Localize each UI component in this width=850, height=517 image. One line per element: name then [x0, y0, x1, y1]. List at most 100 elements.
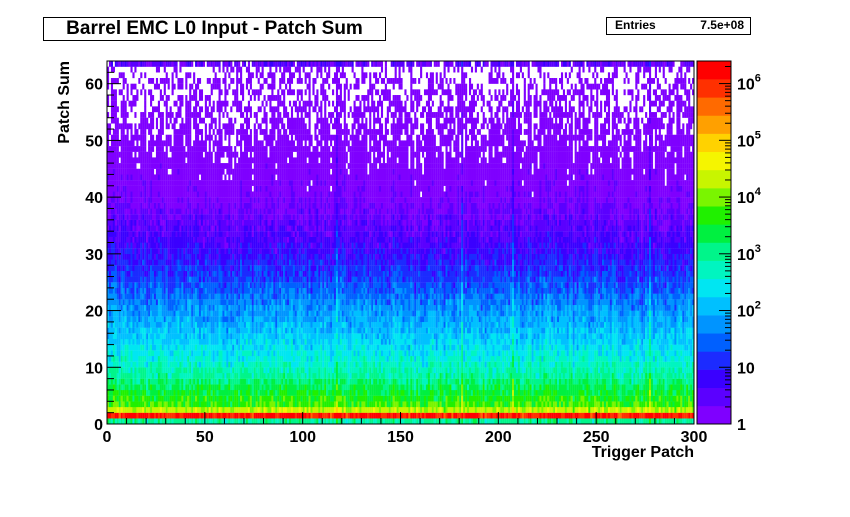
heatmap-cell — [124, 406, 127, 413]
heatmap-cell — [116, 406, 119, 413]
heatmap-cell — [206, 151, 209, 158]
heatmap-cell — [267, 248, 270, 254]
heatmap-cell — [195, 231, 198, 237]
heatmap-cell — [159, 299, 162, 306]
heatmap-cell — [269, 406, 272, 413]
heatmap-cell — [236, 106, 239, 113]
heatmap-cell — [234, 180, 237, 186]
heatmap-cell — [206, 321, 209, 328]
heatmap-cell — [163, 327, 166, 334]
heatmap-cell — [116, 78, 119, 84]
heatmap-cell — [224, 174, 227, 181]
heatmap-cell — [242, 225, 245, 232]
heatmap-cell — [267, 321, 270, 328]
heatmap-cell — [179, 95, 182, 101]
heatmap-cell — [144, 89, 147, 96]
heatmap-cell — [275, 253, 278, 260]
heatmap-cell — [197, 123, 200, 130]
heatmap-cell — [183, 61, 186, 67]
heatmap-cell — [171, 197, 174, 203]
heatmap-cell — [249, 361, 252, 368]
heatmap-cell — [245, 372, 249, 379]
heatmap-cell — [169, 304, 172, 311]
heatmap-cell — [114, 168, 117, 175]
heatmap-cell — [222, 270, 225, 277]
heatmap-cell — [175, 361, 178, 368]
heatmap-cell — [120, 418, 123, 425]
heatmap-cell — [118, 401, 121, 408]
heatmap-cell — [251, 202, 254, 209]
heatmap-cell — [177, 214, 180, 220]
heatmap-cell — [173, 316, 176, 323]
heatmap-cell — [116, 236, 119, 243]
heatmap-cell — [255, 219, 258, 226]
heatmap-cell — [148, 168, 151, 175]
heatmap-cell — [155, 310, 159, 317]
heatmap-cell — [159, 316, 162, 323]
heatmap-cell — [195, 236, 198, 243]
entries-value: 7.5e+08 — [700, 18, 744, 32]
heatmap-cell — [169, 372, 172, 379]
heatmap-cell — [269, 378, 272, 385]
heatmap-cell — [140, 333, 143, 340]
heatmap-cell — [277, 231, 280, 237]
heatmap-cell — [128, 140, 131, 147]
heatmap-cell — [243, 304, 247, 311]
heatmap-cell — [245, 197, 249, 203]
heatmap-cell — [116, 151, 119, 158]
heatmap-cell — [165, 112, 168, 118]
heatmap-cell — [138, 412, 141, 419]
heatmap-cell — [148, 89, 151, 96]
heatmap-cell — [181, 146, 184, 152]
heatmap-cell — [144, 242, 147, 249]
heatmap-cell — [238, 236, 241, 243]
heatmap-cell — [238, 106, 241, 113]
heatmap-cell — [232, 378, 235, 385]
heatmap-cell — [220, 418, 223, 425]
heatmap-cell — [108, 287, 112, 294]
heatmap-cell — [259, 259, 262, 266]
heatmap-cell — [261, 100, 264, 107]
heatmap-cell — [261, 350, 264, 357]
heatmap-cell — [247, 253, 250, 260]
heatmap-cell — [136, 310, 139, 317]
heatmap-cell — [193, 123, 196, 130]
heatmap-cell — [216, 304, 219, 311]
heatmap-cell — [110, 389, 114, 396]
heatmap-cell — [226, 304, 229, 311]
heatmap-cell — [265, 185, 268, 192]
heatmap-cell — [247, 157, 250, 164]
heatmap-cell — [122, 338, 125, 345]
heatmap-cell — [177, 197, 180, 203]
heatmap-cell — [150, 151, 153, 158]
heatmap-cell — [216, 83, 219, 90]
heatmap-cell — [114, 140, 117, 147]
heatmap-cell — [271, 78, 274, 84]
heatmap-cell — [265, 293, 268, 300]
heatmap-cell — [153, 293, 157, 300]
heatmap-cell — [216, 129, 219, 135]
heatmap-cell — [263, 395, 266, 402]
heatmap-cell — [220, 344, 223, 351]
heatmap-cell — [251, 412, 254, 419]
heatmap-cell — [197, 248, 200, 254]
heatmap-cell — [179, 208, 182, 215]
heatmap-cell — [269, 304, 272, 311]
heatmap-cell — [255, 231, 258, 237]
heatmap-cell — [185, 253, 188, 260]
heatmap-cell — [206, 384, 209, 391]
heatmap-cell — [152, 123, 155, 130]
heatmap-cell — [112, 253, 115, 260]
heatmap-cell — [118, 406, 121, 413]
heatmap-cell — [222, 276, 225, 283]
heatmap-cell — [177, 236, 180, 243]
heatmap-cell — [198, 310, 202, 317]
heatmap-cell — [198, 344, 202, 351]
heatmap-cell — [216, 333, 219, 340]
heatmap-cell — [107, 163, 110, 169]
heatmap-cell — [155, 372, 159, 379]
heatmap-cell — [134, 242, 137, 249]
heatmap-cell — [238, 412, 241, 419]
heatmap-cell — [112, 208, 115, 215]
heatmap-cell — [238, 185, 241, 192]
